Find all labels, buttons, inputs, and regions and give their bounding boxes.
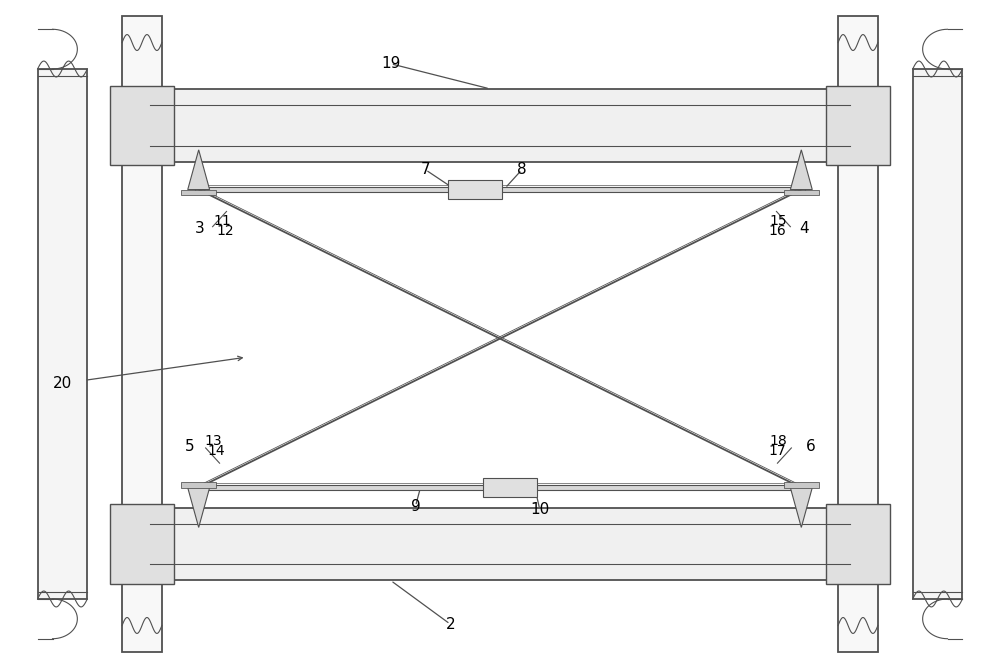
Text: 3: 3 bbox=[195, 220, 205, 236]
Bar bbox=[38, 69, 87, 599]
Text: 2: 2 bbox=[445, 617, 455, 632]
Bar bbox=[483, 478, 537, 497]
Bar bbox=[181, 190, 216, 195]
Text: 11: 11 bbox=[214, 214, 231, 228]
Bar bbox=[110, 504, 174, 584]
Text: 9: 9 bbox=[411, 499, 420, 514]
Text: 15: 15 bbox=[770, 214, 787, 228]
Bar bbox=[195, 485, 805, 490]
Polygon shape bbox=[790, 488, 812, 528]
Bar bbox=[448, 180, 502, 199]
Polygon shape bbox=[790, 150, 812, 190]
Bar bbox=[826, 504, 890, 584]
Text: 19: 19 bbox=[381, 56, 400, 71]
Bar bbox=[181, 482, 216, 488]
Text: 17: 17 bbox=[769, 444, 786, 458]
Bar bbox=[826, 86, 890, 165]
Text: 5: 5 bbox=[185, 439, 195, 454]
Bar bbox=[150, 89, 850, 162]
Text: 16: 16 bbox=[769, 224, 786, 238]
Bar bbox=[784, 482, 819, 488]
Bar bbox=[838, 16, 878, 652]
Text: 4: 4 bbox=[799, 220, 809, 236]
Text: 10: 10 bbox=[530, 502, 549, 517]
Bar bbox=[913, 69, 962, 599]
Bar bbox=[122, 16, 162, 652]
Text: 7: 7 bbox=[421, 162, 430, 177]
Bar bbox=[195, 187, 805, 192]
Polygon shape bbox=[188, 488, 210, 528]
Polygon shape bbox=[188, 150, 210, 190]
Text: 14: 14 bbox=[208, 444, 225, 458]
Text: 8: 8 bbox=[517, 162, 527, 177]
Text: 12: 12 bbox=[217, 224, 234, 238]
Bar bbox=[110, 86, 174, 165]
Bar bbox=[150, 508, 850, 580]
Text: 18: 18 bbox=[770, 434, 787, 448]
Text: 13: 13 bbox=[205, 434, 222, 448]
Text: 6: 6 bbox=[805, 439, 815, 454]
Text: 20: 20 bbox=[53, 376, 72, 391]
Bar bbox=[784, 190, 819, 195]
